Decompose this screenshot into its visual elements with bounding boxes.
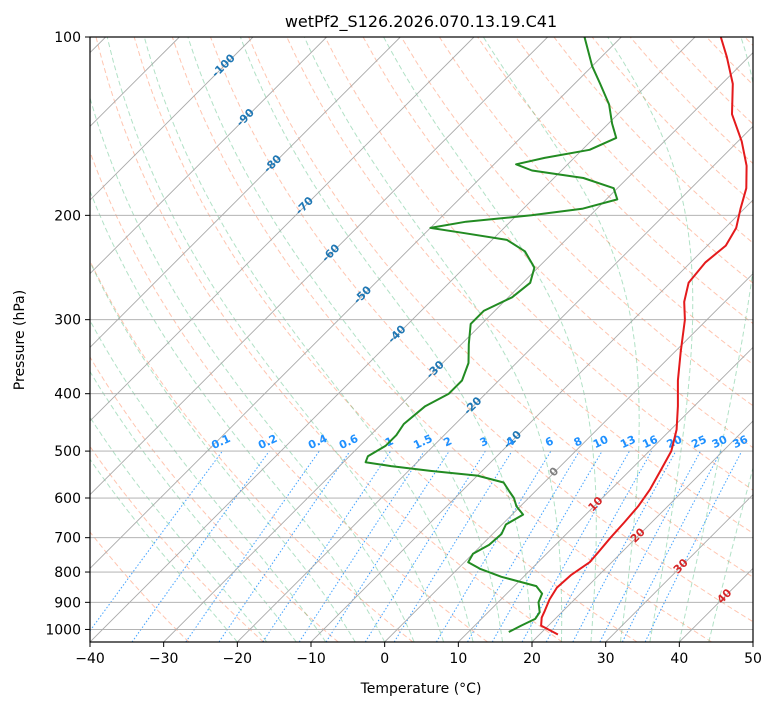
dry-adiabat-line (210, 37, 753, 623)
mixing-ratio-line (325, 450, 450, 642)
mixing-ratio-line (90, 450, 223, 632)
mixing-ratio-line (621, 450, 722, 642)
dry-adiabat-line (95, 37, 563, 642)
y-tick-label: 400 (54, 387, 81, 403)
moist-adiabat-line (90, 260, 356, 642)
mixing-ratio-line (393, 450, 513, 642)
isotherm-line (90, 37, 548, 496)
mixing-ratio-label: 30 (710, 433, 730, 451)
x-tick-label: 50 (744, 651, 762, 667)
dry-adiabat-line (90, 150, 488, 642)
mixing-ratio-line (298, 450, 425, 642)
mixing-ratio-line (644, 450, 743, 642)
moist-adiabat-line (143, 37, 474, 642)
isotherm-line (90, 37, 401, 348)
isotherm-line (163, 52, 753, 642)
y-tick-label: 800 (54, 565, 81, 581)
isotherm-line (90, 37, 622, 569)
moist-adiabat-line (303, 37, 563, 642)
dry-adiabat-line (400, 37, 753, 407)
profile-series (364, 37, 748, 636)
isotherm-line (310, 199, 753, 642)
isotherm-line (458, 346, 753, 642)
x-axis: −40 −30 −20 −10 0 10 20 30 40 50 (75, 642, 762, 667)
moist-adiabat-line (678, 37, 753, 642)
y-axis: 1000 900 800 700 600 500 400 300 200 100 (45, 30, 90, 638)
y-tick-label: 700 (54, 531, 81, 547)
dry-adiabat-line (171, 37, 712, 642)
x-tick-label: 30 (597, 651, 615, 667)
moist-adiabat-line (239, 37, 533, 642)
mixing-ratio-label: 16 (640, 433, 660, 451)
moist-adiabat-line (90, 189, 386, 642)
isotherm-line (605, 494, 753, 642)
moist-adiabat-line (187, 37, 503, 642)
x-tick-label: 0 (380, 651, 389, 667)
dry-adiabat-line (438, 37, 753, 366)
dry-adiabat-line (90, 445, 264, 642)
isotherm-line (90, 37, 475, 422)
moist-adiabat-line (90, 416, 268, 642)
moist-adiabat-line (90, 458, 238, 642)
mixing-ratio-line (599, 450, 701, 642)
x-tick-label: −10 (296, 651, 326, 667)
moist-adiabat-line (383, 37, 597, 642)
isotherm-line (384, 273, 753, 642)
moist-adiabat-line (607, 37, 694, 642)
y-tick-label: 600 (54, 491, 81, 507)
mixing-ratio-label: 13 (618, 433, 637, 451)
x-tick-label: −40 (75, 651, 105, 667)
plot-frame (89, 36, 754, 643)
temperature-profile-line (540, 37, 748, 636)
moist-adiabat-line (482, 37, 640, 642)
mixing-ratio-line (521, 450, 630, 642)
dry-adiabat-line (324, 37, 753, 491)
y-tick-label: 500 (54, 444, 81, 460)
chart-title: wetPf2_S126.2026.070.13.19.C41 (285, 12, 557, 32)
y-tick-label: 1000 (45, 622, 81, 638)
mixing-ratio-line (572, 450, 677, 642)
dry-adiabat-line (248, 37, 753, 578)
isotherm-line (90, 37, 327, 275)
mixing-ratio-line (435, 450, 552, 642)
isotherm-line (90, 37, 696, 642)
dewpoint-profile-line (364, 37, 619, 633)
mixing-ratio-line (131, 450, 270, 642)
y-tick-label: 100 (54, 30, 81, 46)
mixing-ratio-label: 36 (731, 433, 751, 451)
y-tick-label: 900 (54, 595, 81, 611)
isotherm-line (90, 37, 254, 201)
mixing-ratio-line (364, 450, 486, 642)
moist-adiabat-line (708, 466, 753, 642)
x-tick-label: 40 (670, 651, 688, 667)
mixing-ratio-label: 25 (689, 433, 708, 451)
x-tick-label: 20 (523, 651, 541, 667)
mixing-ratio-line (262, 450, 392, 642)
y-tick-label: 200 (54, 208, 81, 224)
background-lines (90, 37, 753, 642)
x-tick-label: −20 (223, 651, 253, 667)
dry-adiabat-line (515, 37, 753, 284)
x-tick-label: 10 (449, 651, 467, 667)
x-tick-label: −30 (149, 651, 179, 667)
isotherm-line (531, 420, 753, 642)
plot-area (90, 37, 753, 642)
moist-adiabat-line (90, 319, 327, 642)
x-axis-title: Temperature (°C) (360, 681, 482, 697)
mixing-ratio-label: 10 (591, 433, 611, 451)
dry-adiabat-line (90, 531, 190, 642)
mixing-ratio-line (185, 450, 320, 642)
dry-adiabat-line (90, 356, 339, 642)
mixing-ratio-line (218, 450, 351, 642)
moist-adiabat-line (106, 37, 445, 642)
y-axis-title: Pressure (hPa) (12, 290, 28, 390)
dry-adiabat-line (133, 37, 638, 642)
y-tick-label: 300 (54, 313, 81, 329)
